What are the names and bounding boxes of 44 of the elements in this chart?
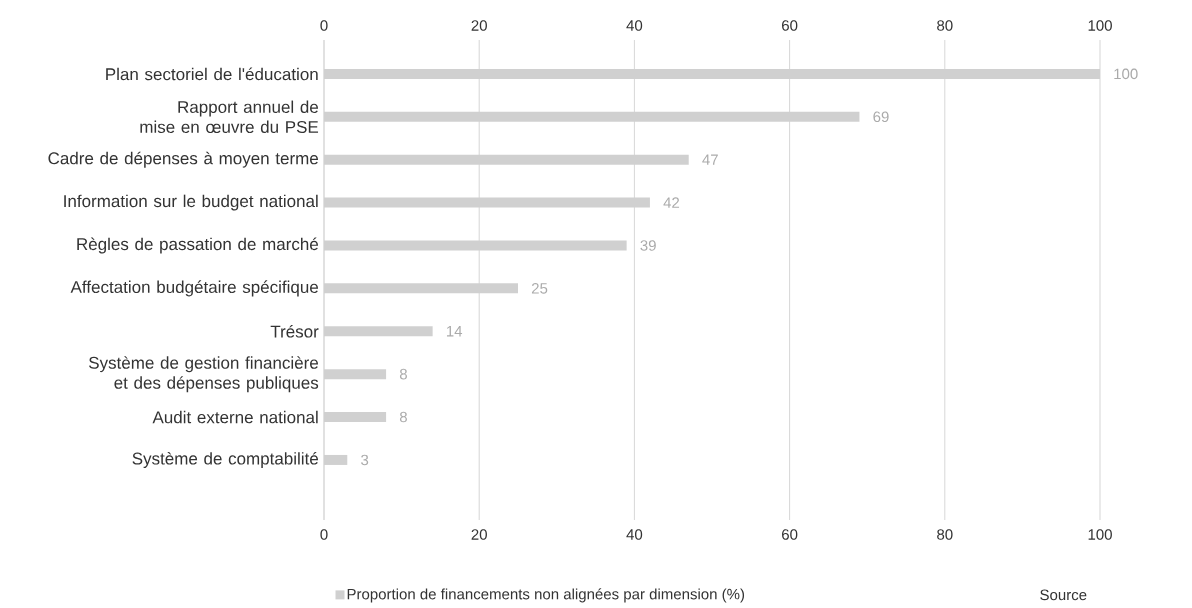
text: Source — [1040, 589, 1087, 601]
x-tick-label: 20 — [471, 20, 487, 31]
y-tick-label: Information sur le budget national — [64, 194, 318, 211]
x2-tick-label: 0 — [320, 529, 328, 540]
x2-tick-label: 100 — [1088, 529, 1112, 540]
y-tick-label: Rapport annuel de mise en œuvre du PSE — [140, 100, 319, 134]
data-label: 14 — [446, 326, 463, 337]
data-label: 69 — [873, 111, 889, 123]
bar — [324, 154, 689, 165]
data-label: 47 — [702, 154, 718, 165]
y-tick-label: Système de gestion financière et des dépenses publiques — [88, 356, 319, 393]
y-tick-label: Système de comptabilité — [132, 451, 319, 468]
bar — [324, 240, 627, 251]
bar — [324, 68, 1101, 79]
bar — [324, 111, 860, 122]
bar — [324, 412, 387, 423]
x-tick-label: 100 — [1088, 20, 1112, 31]
x2-tick-label: 60 — [782, 529, 798, 540]
data-label: 100 — [1114, 68, 1138, 80]
data-label: 39 — [640, 240, 656, 251]
data-label: 42 — [663, 197, 680, 208]
y-tick-label: Affectation budgétaire spécifique — [70, 280, 318, 297]
y-tick-label: Règles de passation de marché — [77, 237, 318, 254]
data-label: 8 — [399, 411, 407, 423]
data-label: 3 — [361, 454, 369, 466]
y-tick-label: Trésor — [270, 324, 319, 338]
x-tick-label: 0 — [320, 20, 328, 31]
data-label: 8 — [399, 368, 407, 380]
bar — [324, 326, 433, 337]
x-tick-label: 40 — [626, 20, 643, 31]
x2-tick-label: 40 — [626, 529, 643, 540]
bar — [324, 283, 518, 294]
y-tick-label: Cadre de dépenses à moyen terme — [48, 151, 318, 168]
x2-tick-label: 20 — [471, 529, 487, 540]
x2-tick-label: 80 — [937, 529, 953, 540]
y-tick-label: Plan sectoriel de l'éducation — [106, 67, 318, 81]
legend-label: Proportion de financements non alignées par dimension (%) — [347, 588, 745, 603]
bar — [324, 454, 348, 465]
x-tick-label: 80 — [937, 20, 953, 31]
y-tick-label: Audit externe national — [152, 410, 318, 424]
bar — [324, 197, 650, 208]
bar — [324, 369, 387, 380]
x-tick-label: 60 — [782, 20, 798, 31]
data-label: 25 — [531, 283, 548, 294]
